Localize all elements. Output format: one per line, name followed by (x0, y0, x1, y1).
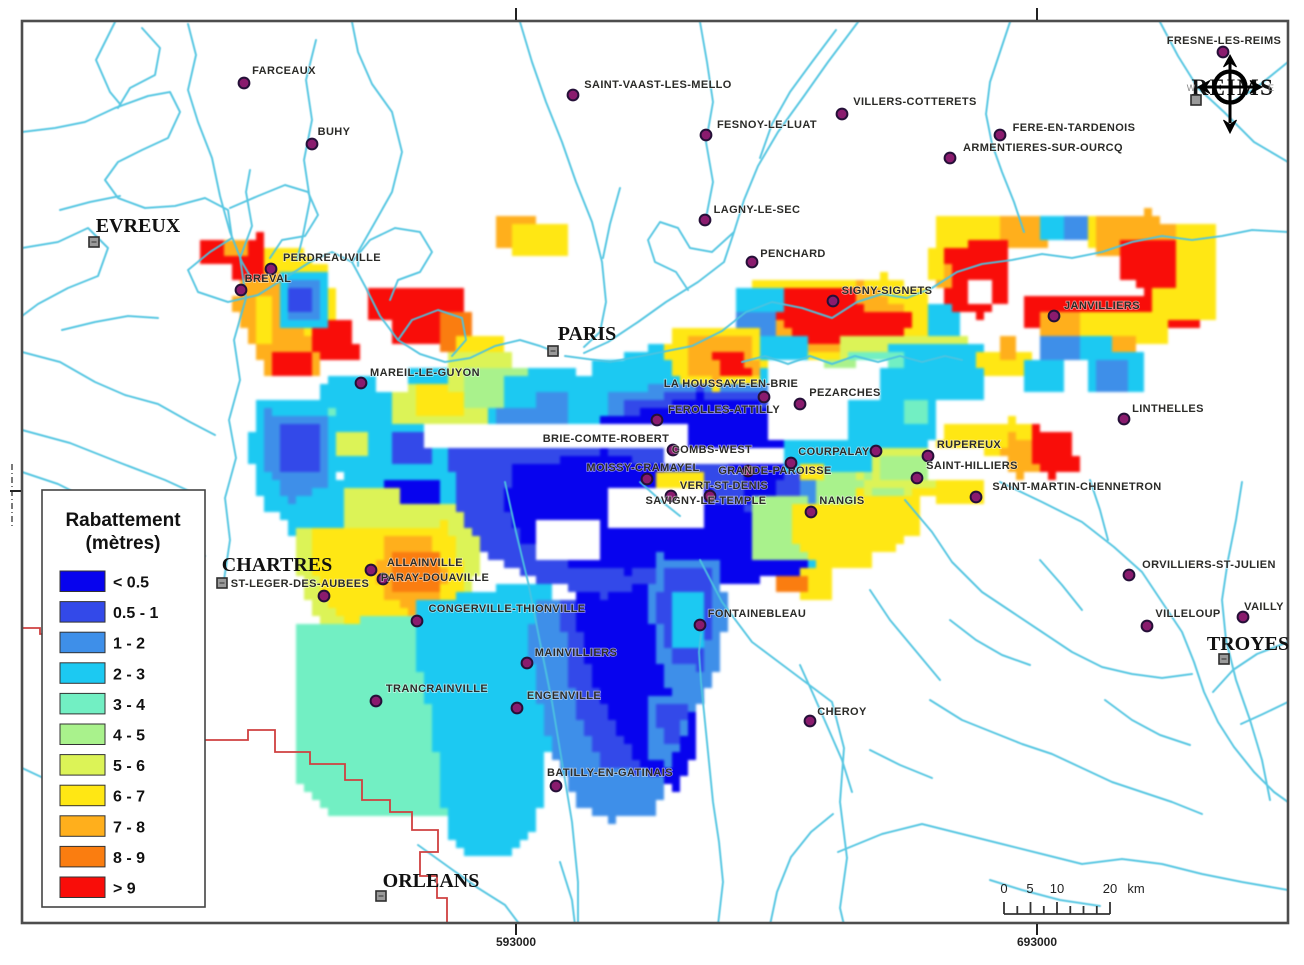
svg-text:ALLAINVILLE: ALLAINVILLE (387, 557, 463, 569)
svg-text:5 - 6: 5 - 6 (113, 758, 145, 775)
svg-text:TROYES: TROYES (1207, 633, 1289, 655)
svg-text:LA HOUSSAYE-EN-BRIE: LA HOUSSAYE-EN-BRIE (664, 378, 799, 390)
svg-text:PERDREAUVILLE: PERDREAUVILLE (283, 252, 381, 264)
svg-text:SAINT-VAAST-LES-MELLO: SAINT-VAAST-LES-MELLO (584, 79, 732, 91)
svg-text:EVREUX: EVREUX (96, 215, 181, 237)
svg-text:10: 10 (1050, 881, 1064, 896)
svg-text:PENCHARD: PENCHARD (760, 248, 826, 260)
svg-text:CHARTRES: CHARTRES (222, 554, 332, 576)
svg-text:W: W (1187, 83, 1196, 93)
svg-text:FEROLLES-ATTILLY: FEROLLES-ATTILLY (668, 404, 780, 416)
svg-text:JANVILLIERS: JANVILLIERS (1064, 300, 1140, 312)
svg-text:PARIS: PARIS (558, 323, 617, 345)
svg-text:COMBS-WEST: COMBS-WEST (672, 444, 752, 456)
svg-text:BREVAL: BREVAL (245, 273, 292, 285)
svg-text:MAINVILLIERS: MAINVILLIERS (535, 647, 617, 659)
svg-text:5: 5 (1026, 881, 1033, 896)
svg-text:MOISSY-CRAMAYEL: MOISSY-CRAMAYEL (586, 462, 699, 474)
svg-text:CHEROY: CHEROY (817, 706, 867, 718)
svg-text:< 0.5: < 0.5 (113, 575, 149, 592)
svg-text:SAINT-HILLIERS: SAINT-HILLIERS (926, 460, 1018, 472)
svg-text:MAREIL-LE-GUYON: MAREIL-LE-GUYON (370, 367, 480, 379)
svg-text:0: 0 (1000, 881, 1007, 896)
svg-text:BATILLY-EN-GATINAIS: BATILLY-EN-GATINAIS (547, 767, 673, 779)
svg-text:FRESNE-LES-REIMS: FRESNE-LES-REIMS (1167, 35, 1282, 47)
svg-text:COURPALAY: COURPALAY (798, 446, 870, 458)
svg-text:0.5 - 1: 0.5 - 1 (113, 605, 158, 622)
svg-text:8 - 9: 8 - 9 (113, 850, 145, 867)
svg-text:VILLELOUP: VILLELOUP (1155, 608, 1220, 620)
svg-text:FONTAINEBLEAU: FONTAINEBLEAU (708, 608, 807, 620)
svg-text:VAILLY: VAILLY (1244, 601, 1284, 613)
svg-text:FERE-EN-TARDENOIS: FERE-EN-TARDENOIS (1013, 122, 1136, 134)
svg-text:593000: 593000 (496, 935, 536, 949)
svg-text:7 - 8: 7 - 8 (113, 819, 145, 836)
svg-text:2 - 3: 2 - 3 (113, 666, 145, 683)
svg-text:TRANCRAINVILLE: TRANCRAINVILLE (386, 683, 488, 695)
svg-text:VERT-ST-DENIS: VERT-ST-DENIS (680, 480, 768, 492)
svg-text:km: km (1127, 881, 1144, 896)
svg-text:SIGNY-SIGNETS: SIGNY-SIGNETS (842, 285, 933, 297)
svg-text:Rabattement: Rabattement (65, 510, 181, 531)
svg-text:4 - 5: 4 - 5 (113, 728, 145, 745)
svg-text:BUHY: BUHY (318, 126, 351, 138)
svg-text:ARMENTIERES-SUR-OURCQ: ARMENTIERES-SUR-OURCQ (963, 142, 1123, 154)
svg-text:ORLEANS: ORLEANS (383, 870, 480, 892)
svg-text:LINTHELLES: LINTHELLES (1132, 403, 1204, 415)
svg-text:PARAY-DOUAVILLE: PARAY-DOUAVILLE (381, 572, 489, 584)
svg-text:NANGIS: NANGIS (819, 495, 864, 507)
svg-text:SAVIGNY-LE-TEMPLE: SAVIGNY-LE-TEMPLE (646, 495, 767, 507)
svg-text:20: 20 (1103, 881, 1117, 896)
svg-text:LAGNY-LE-SEC: LAGNY-LE-SEC (714, 204, 801, 216)
svg-text:ORVILLIERS-ST-JULIEN: ORVILLIERS-ST-JULIEN (1142, 559, 1276, 571)
svg-text:3 - 4: 3 - 4 (113, 697, 145, 714)
svg-text:693000: 693000 (1017, 935, 1057, 949)
svg-text:ENGENVILLE: ENGENVILLE (527, 690, 601, 702)
svg-text:1 - 2: 1 - 2 (113, 636, 145, 653)
svg-text:SAINT-MARTIN-CHENNETRON: SAINT-MARTIN-CHENNETRON (992, 481, 1161, 493)
svg-text:FESNOY-LE-LUAT: FESNOY-LE-LUAT (717, 119, 817, 131)
svg-text:FARCEAUX: FARCEAUX (252, 65, 316, 77)
svg-text:> 9: > 9 (113, 881, 136, 898)
svg-text:PEZARCHES: PEZARCHES (809, 387, 880, 399)
svg-text:ST-LEGER-DES-AUBEES: ST-LEGER-DES-AUBEES (231, 578, 369, 590)
svg-text:GRANDE-PAROISSE: GRANDE-PAROISSE (718, 465, 831, 477)
svg-text:BRIE-COMTE-ROBERT: BRIE-COMTE-ROBERT (543, 433, 670, 445)
svg-text:RUPEREUX: RUPEREUX (937, 439, 1002, 451)
svg-text:6 - 7: 6 - 7 (113, 789, 145, 806)
svg-text:CONGERVILLE-THIONVILLE: CONGERVILLE-THIONVILLE (428, 603, 585, 615)
svg-text:E: E (1268, 83, 1274, 93)
svg-text:VILLERS-COTTERETS: VILLERS-COTTERETS (853, 96, 977, 108)
svg-text:(mètres): (mètres) (86, 533, 161, 554)
